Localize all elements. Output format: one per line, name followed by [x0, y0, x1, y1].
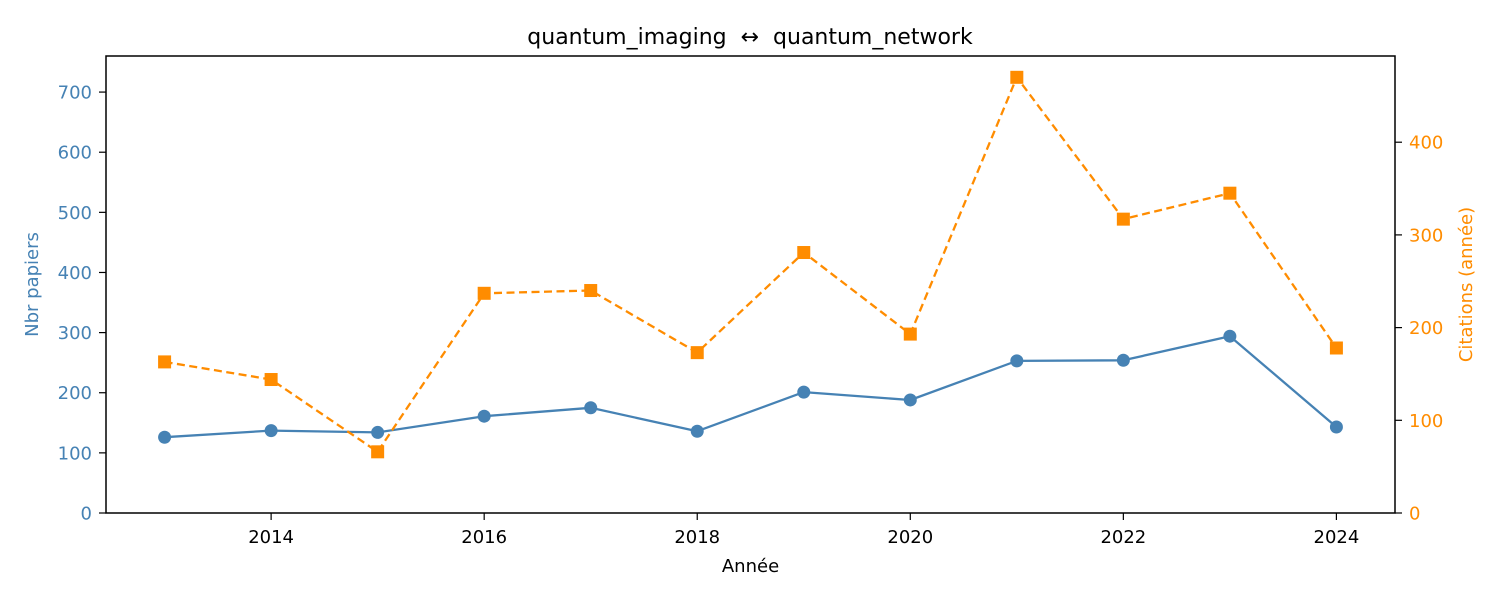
x-axis-label: Année — [722, 556, 779, 577]
y-tick-label-left: 200 — [58, 383, 92, 404]
series-1-point — [1223, 329, 1237, 343]
series-1-point — [584, 401, 598, 415]
y-tick-label-left: 0 — [81, 504, 92, 525]
series-1-point — [797, 385, 811, 399]
y-tick-label-right: 0 — [1409, 504, 1420, 525]
y-axis-label-left: Nbr papiers — [22, 232, 43, 337]
series-2-point — [264, 373, 278, 387]
series-1-point — [690, 424, 704, 438]
y-tick-label-left: 500 — [58, 203, 92, 224]
plot-area — [158, 70, 1343, 459]
series-2-point — [1223, 186, 1237, 200]
series-2-point — [690, 346, 704, 360]
series-2-point — [797, 246, 811, 260]
series-2-point — [1329, 341, 1343, 355]
series-2-line — [164, 76, 1338, 453]
chart-title: quantum_imaging ↔ quantum_network — [527, 25, 973, 50]
x-tick-label: 2018 — [674, 527, 720, 548]
x-tick-label: 2014 — [248, 527, 294, 548]
x-tick-label: 2020 — [887, 527, 933, 548]
series-1-point — [264, 424, 278, 438]
series-1-point — [903, 393, 917, 407]
series-2-point — [1116, 212, 1130, 226]
series-1-point — [477, 409, 491, 423]
x-tick-label: 2022 — [1100, 527, 1146, 548]
series-1-point — [1116, 353, 1130, 367]
y-tick-label-left: 100 — [58, 443, 92, 464]
x-tick-label: 2024 — [1314, 527, 1360, 548]
x-tick-label: 2016 — [461, 527, 507, 548]
y-tick-label-left: 600 — [58, 143, 92, 164]
series-1-point — [1010, 354, 1024, 368]
y-tick-label-right: 200 — [1409, 318, 1443, 339]
series-2-point — [158, 355, 172, 369]
y-axis-label-right: Citations (année) — [1456, 207, 1477, 362]
series-2-point — [1010, 70, 1024, 84]
y-tick-label-left: 300 — [58, 323, 92, 344]
series-1-line — [164, 335, 1338, 439]
y-tick-label-left: 700 — [58, 83, 92, 104]
series-2-point — [584, 284, 598, 298]
y-tick-label-right: 100 — [1409, 411, 1443, 432]
y-tick-label-right: 300 — [1409, 225, 1443, 246]
axes: 2014 2016 2018 2020 2022 2024 0 100 200 300 400 500… — [58, 83, 1444, 548]
series-2-point — [477, 286, 491, 300]
plot-frame — [105, 55, 1396, 514]
series-1-point — [371, 425, 385, 439]
y-tick-label-left: 400 — [58, 263, 92, 284]
series-2-point — [371, 445, 385, 459]
series-1-point — [158, 430, 172, 444]
y-tick-label-right: 400 — [1409, 133, 1443, 154]
series-2-point — [903, 327, 917, 341]
series-1-point — [1329, 420, 1343, 434]
